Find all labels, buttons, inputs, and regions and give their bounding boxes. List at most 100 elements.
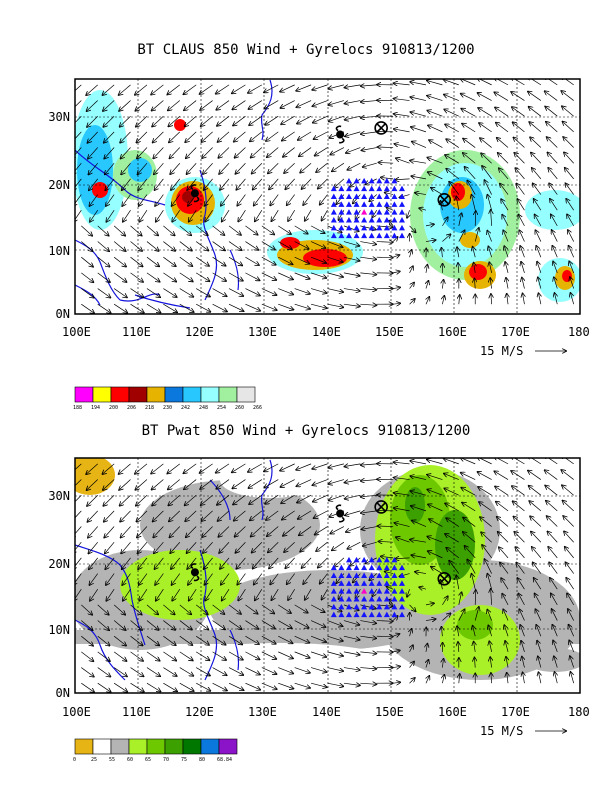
wind-vector xyxy=(428,172,443,180)
wind-vector xyxy=(521,262,525,273)
tick-label: 110E xyxy=(122,325,151,339)
wind-vector xyxy=(503,610,509,621)
wind-vector xyxy=(280,463,295,471)
wind-vector xyxy=(81,303,94,313)
wind-vector xyxy=(212,241,225,251)
gyreloc-triangle xyxy=(361,193,368,199)
wind-vector xyxy=(431,567,443,574)
wind-vector xyxy=(407,589,410,597)
wind-vector xyxy=(151,463,164,474)
wind-vector xyxy=(154,162,164,174)
wind-vector xyxy=(411,112,427,117)
wind-vector xyxy=(393,287,400,288)
wind-vector xyxy=(153,147,164,159)
wind-vector xyxy=(201,115,213,126)
gyreloc-triangle xyxy=(338,224,345,231)
tick-label: 130E xyxy=(248,705,277,719)
wind-vector xyxy=(511,471,525,480)
wind-vector xyxy=(360,273,376,275)
wind-vector xyxy=(393,303,400,304)
gyreloc-triangle xyxy=(338,588,345,594)
gyreloc-triangle xyxy=(353,209,360,215)
wind-vector xyxy=(135,479,148,490)
wind-vector xyxy=(252,162,263,173)
wind-vector xyxy=(296,84,312,91)
wind-vector xyxy=(261,272,276,280)
wind-vector xyxy=(216,463,230,473)
wind-vector xyxy=(462,124,476,133)
wind-vector xyxy=(269,178,279,190)
wind-vector xyxy=(532,547,542,559)
panel1-frame xyxy=(74,78,581,315)
wind-vector xyxy=(282,510,295,520)
gyreloc-triangle xyxy=(376,224,383,231)
wind-vector xyxy=(478,472,492,480)
wind-vector xyxy=(146,256,159,266)
wind-vector xyxy=(504,246,509,258)
wind-vector xyxy=(135,463,148,474)
wind-vector xyxy=(410,461,427,465)
tick-label: 120E xyxy=(185,705,214,719)
gyreloc-triangle xyxy=(391,177,398,184)
wind-vector xyxy=(394,478,410,480)
wind-vector xyxy=(361,464,377,465)
wind-vector xyxy=(86,84,98,95)
wind-vector xyxy=(228,288,243,296)
wind-vector xyxy=(482,166,492,180)
panel2-fill-layer xyxy=(75,458,580,693)
hurricane-tail xyxy=(190,563,200,582)
gyreloc-triangle xyxy=(383,232,390,239)
wind-vector xyxy=(218,526,230,537)
wind-vector xyxy=(345,494,361,499)
tick-label: 160E xyxy=(438,705,467,719)
wind-vector xyxy=(278,272,293,280)
wind-vector xyxy=(361,132,377,134)
wind-vector xyxy=(494,471,509,480)
wind-vector xyxy=(268,162,279,173)
wind-vector xyxy=(123,210,131,221)
wind-vector xyxy=(429,140,443,148)
tick-label: 150E xyxy=(375,705,404,719)
wind-vector xyxy=(487,231,492,242)
wind-vector xyxy=(130,272,143,282)
wind-vector xyxy=(489,262,491,273)
wind-vector xyxy=(196,682,210,691)
wind-vector xyxy=(113,651,126,661)
wind-vector xyxy=(153,510,164,522)
tick-label: 30N xyxy=(48,110,70,124)
wind-vector xyxy=(195,241,208,251)
wind-vector xyxy=(327,635,343,641)
wind-vector xyxy=(490,657,491,668)
wind-vector xyxy=(163,272,176,282)
wind-vector xyxy=(463,153,476,164)
gyreloc-triangle xyxy=(361,603,368,610)
wind-vector xyxy=(271,589,279,600)
wind-vector xyxy=(168,100,181,111)
wind-vector xyxy=(479,502,492,512)
wind-vector xyxy=(395,144,410,148)
wind-vector xyxy=(88,526,98,538)
wind-vector xyxy=(345,464,361,467)
wind-vector xyxy=(281,100,295,108)
wind-vector xyxy=(204,557,213,569)
gyreloc-triangle xyxy=(353,572,360,578)
wind-vector xyxy=(427,475,443,480)
wind-vector xyxy=(267,147,279,158)
wind-vector xyxy=(474,263,476,273)
wind-vector xyxy=(547,137,558,148)
wind-vector xyxy=(97,225,109,236)
gyreloc-triangle xyxy=(398,572,405,578)
wind-vector xyxy=(425,603,434,605)
wind-vector xyxy=(426,281,428,289)
wind-vector xyxy=(278,288,293,295)
wind-vector xyxy=(212,604,225,614)
gyreloc-triangle xyxy=(338,564,345,571)
panel1-x-axis: 100E 110E 120E 130E 140E 150E 160E 170E … xyxy=(62,325,590,339)
wind-vector xyxy=(294,272,310,279)
gyreloc-triangle xyxy=(361,232,368,239)
wind-vector xyxy=(232,479,246,489)
wind-vector xyxy=(254,573,263,585)
wind-vector xyxy=(264,463,279,471)
gyre-center-cross xyxy=(376,502,386,512)
wind-vector xyxy=(472,574,476,590)
